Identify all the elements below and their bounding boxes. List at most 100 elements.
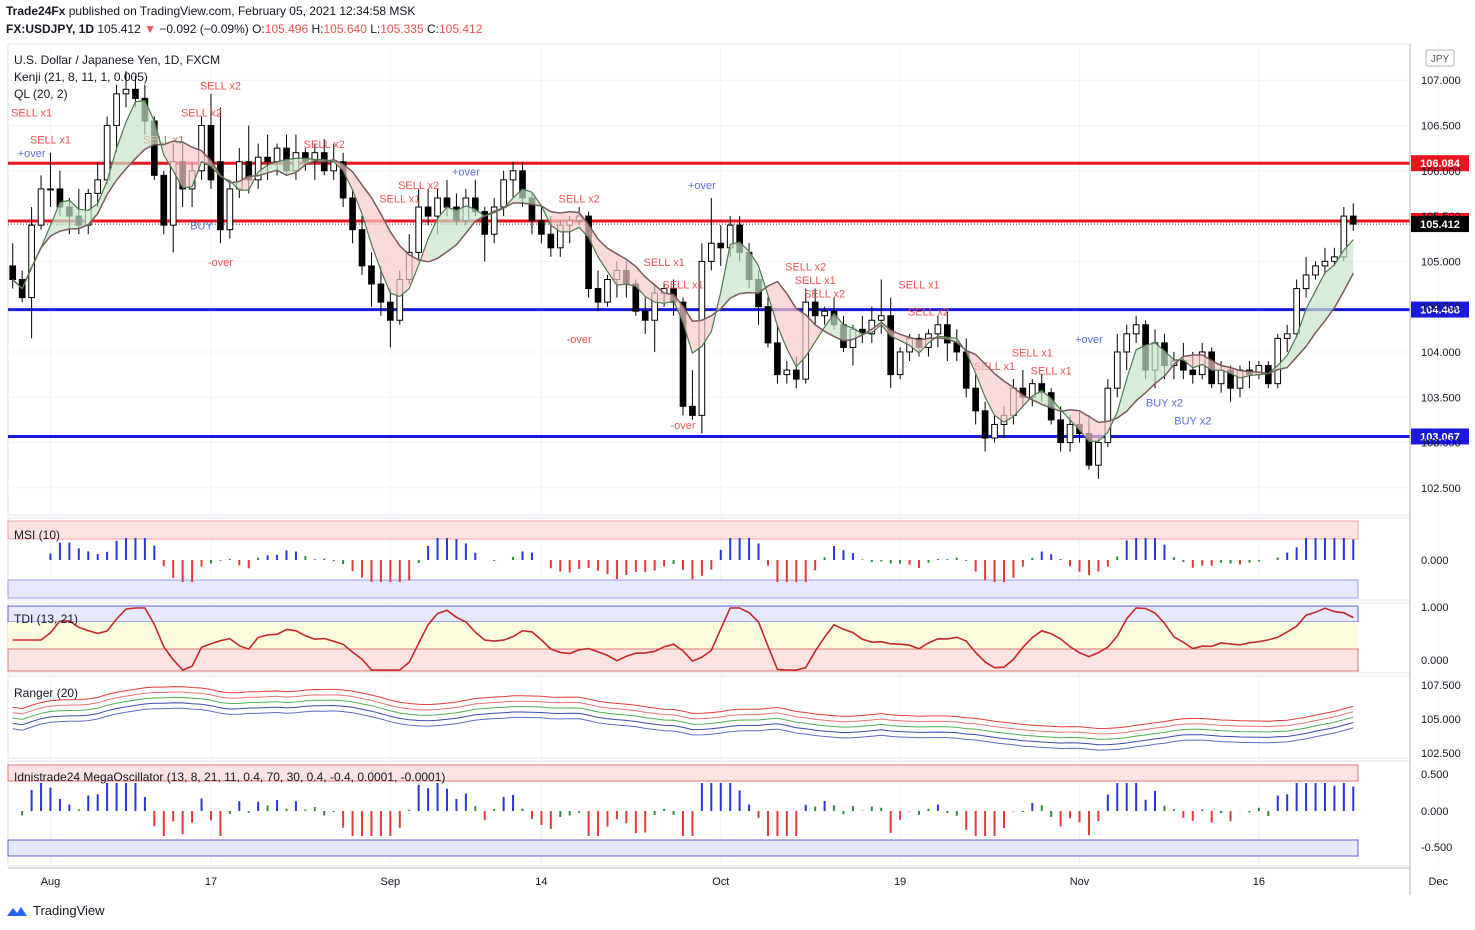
signal-label: -over [567, 334, 592, 346]
cloud-segment [362, 184, 372, 245]
candles [9, 71, 1357, 479]
cloud-segment [465, 205, 476, 234]
cloud-segment [985, 364, 995, 416]
cloud-segment [975, 354, 986, 398]
cloud-segment [852, 328, 863, 340]
candle-body [198, 125, 205, 172]
time-tick-label: 14 [535, 876, 547, 888]
close-value: 105.412 [438, 22, 483, 36]
candle-body [9, 265, 17, 280]
time-tick-label: Nov [1070, 876, 1090, 888]
candle-body [981, 410, 989, 439]
candle-body [1123, 333, 1131, 353]
candle-body [500, 179, 507, 208]
candle-body [122, 88, 130, 95]
candle-body [264, 156, 271, 163]
cloud-segment [1183, 354, 1193, 368]
footer-brand[interactable]: TradingView [33, 903, 105, 918]
price-tick-label: 106.500 [1421, 121, 1461, 133]
cloud-segment [446, 207, 457, 252]
cloud-segment [560, 211, 570, 232]
tdi-legend: TDI (13, 21) [14, 612, 78, 626]
candle-body [1293, 288, 1300, 335]
candle-body [1132, 324, 1140, 335]
cloud-segment [739, 242, 750, 294]
mega-legend: Idnistrade24 MegaOscillator (13, 8, 21, … [14, 770, 445, 784]
cloud-segment [579, 212, 589, 238]
symbol-name[interactable]: FX:USDJPY, 1D [6, 22, 95, 36]
cloud-segment [144, 100, 155, 150]
mega-tick-2: 0.000 [1421, 806, 1449, 818]
signal-label: SELL x2 [304, 139, 345, 151]
signal-label: BUY [190, 221, 213, 233]
signal-label: -over [208, 257, 233, 269]
signal-label: BUY x2 [1146, 397, 1183, 409]
symbol-line: FX:USDJPY, 1D 105.412 ▼ −0.092 (−0.09%) … [6, 22, 483, 36]
candle-body [226, 188, 234, 231]
cloud-segment [607, 248, 617, 286]
level-label-bg [1411, 428, 1469, 445]
cloud-segment [1041, 390, 1052, 408]
price-tick-label: 107.000 [1421, 75, 1461, 87]
cloud-segment [59, 200, 70, 232]
candle-body [944, 324, 951, 344]
time-tick-label: Sep [381, 876, 401, 888]
currency-badge[interactable] [1425, 49, 1455, 67]
cloud-segment [1315, 272, 1325, 333]
cloud-segment [664, 293, 674, 304]
signal-label: +over [1075, 334, 1103, 346]
last-price: 105.412 [97, 22, 141, 36]
cloud-segment [701, 315, 712, 347]
candle-body [717, 242, 725, 249]
cloud-segment [626, 259, 636, 287]
cloud-segment [1211, 360, 1222, 371]
candle-body [132, 88, 139, 99]
candle-body [934, 324, 942, 335]
candle-body [1274, 337, 1282, 385]
candle-body [604, 279, 611, 303]
candle-body [1066, 423, 1074, 444]
level-label: 103.067 [1420, 431, 1460, 443]
time-tick-label: Oct [712, 876, 729, 888]
cloud-segment [805, 314, 816, 357]
cloud-segment [1098, 421, 1108, 442]
publisher-name[interactable]: Trade24Fx [6, 4, 66, 18]
tdi-tick-bottom: 0.000 [1421, 655, 1449, 667]
time-tick-label: Dec [1428, 876, 1448, 888]
high-value: 105.640 [323, 22, 367, 36]
candle-body [679, 301, 687, 407]
signal-label: SELL x2 [181, 107, 222, 119]
cloud-segment [1013, 387, 1023, 417]
ranger-line [12, 696, 1354, 740]
cloud-segment [654, 285, 665, 304]
cloud-segment [692, 320, 702, 354]
cloud-segment [116, 122, 127, 180]
cloud-segment [135, 100, 145, 159]
cloud-segment [239, 176, 249, 191]
candle-body [387, 301, 394, 321]
cloud-segment [1202, 354, 1212, 371]
candle-body [1095, 442, 1102, 466]
candle-body [764, 306, 772, 344]
cloud-segment [126, 101, 136, 169]
cloud-segment [1155, 342, 1165, 384]
cloud-segment [428, 218, 438, 262]
ql-legend: QL (20, 2) [14, 87, 68, 101]
signal-label: SELL x2 [200, 80, 241, 92]
cloud-segment [97, 180, 108, 214]
cloud-segment [909, 337, 920, 354]
cloud-segment [286, 158, 296, 176]
cloud-segment [796, 308, 806, 367]
cloud-segment [1003, 381, 1014, 423]
candle-body [94, 179, 102, 194]
signal-label: SELL x2 [785, 261, 826, 273]
candle-body [972, 387, 979, 412]
time-tick-label: 17 [205, 876, 217, 888]
cloud-segment [767, 281, 778, 326]
mega-lower-band [7, 839, 1359, 857]
cloud-segment [163, 141, 174, 171]
candle-body [877, 315, 885, 321]
price-tick-label: 104.500 [1421, 302, 1461, 314]
price-tick-label: 104.000 [1421, 347, 1461, 359]
